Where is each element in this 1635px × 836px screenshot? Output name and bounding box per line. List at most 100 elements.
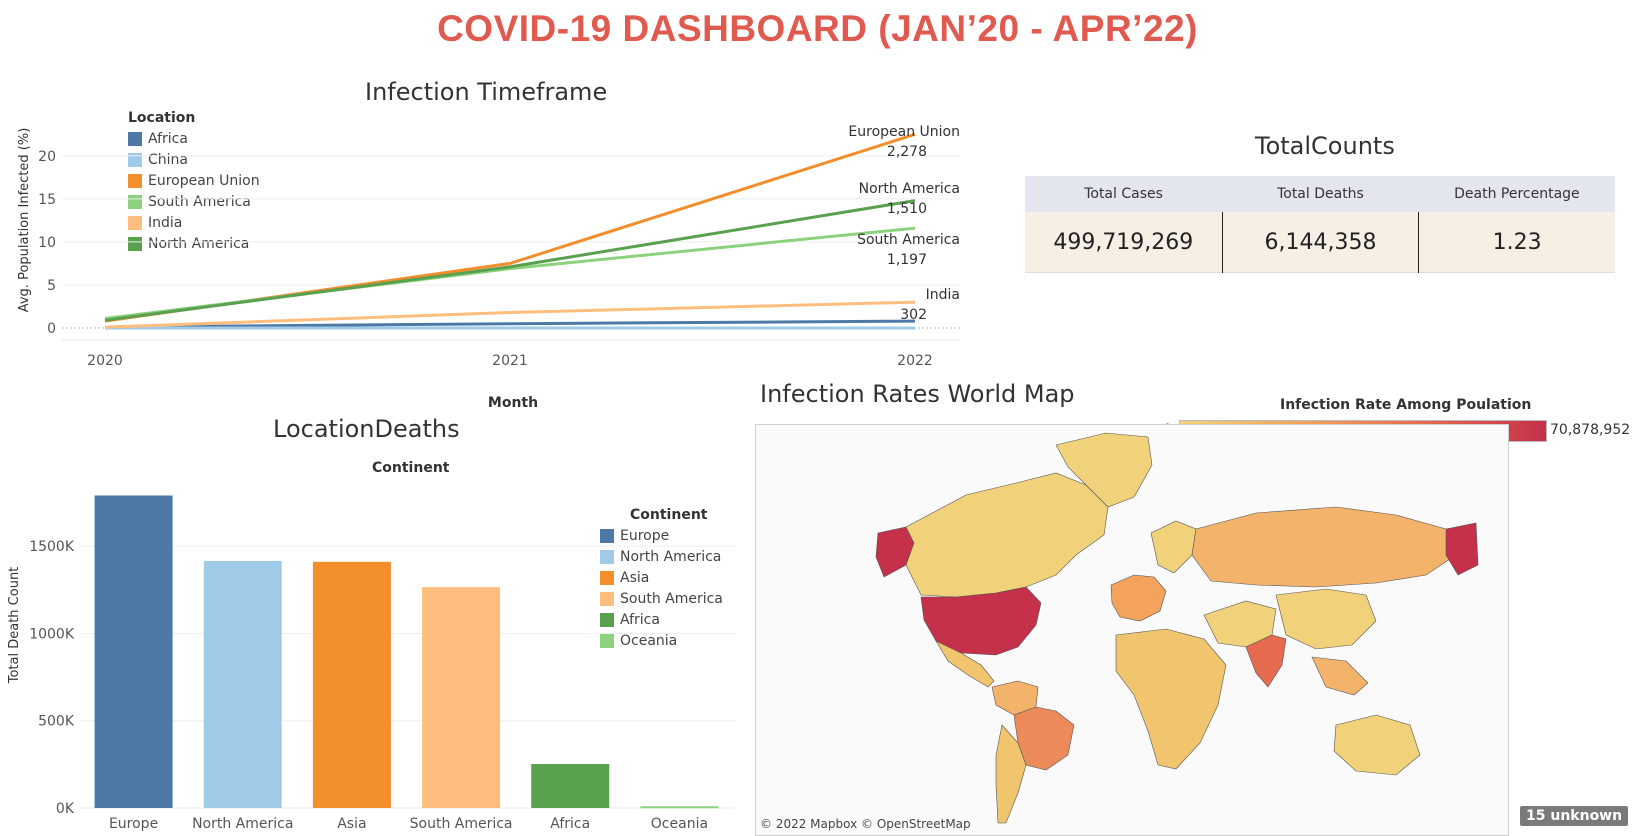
map-argentina-chile[interactable] xyxy=(995,724,1027,824)
legend-label: European Union xyxy=(148,172,260,189)
world-map-title: Infection Rates World Map xyxy=(760,380,1075,408)
bar-y-tick: 0K xyxy=(56,801,75,817)
line-series-european-union[interactable] xyxy=(104,132,916,323)
map-usa[interactable] xyxy=(920,586,1042,656)
legend-label: Oceania xyxy=(620,632,678,649)
death-percentage-value: 1.23 xyxy=(1418,212,1615,273)
line-end-label-name: India xyxy=(926,287,960,303)
map-canada[interactable] xyxy=(905,472,1109,598)
bar-x-tick: South America xyxy=(410,816,513,832)
total-cases-header: Total Cases xyxy=(1025,176,1223,212)
legend-label: South America xyxy=(620,590,723,607)
bar-legend-item-oceania[interactable]: Oceania xyxy=(600,630,723,651)
line-x-tick: 2020 xyxy=(87,353,123,369)
bar-legend-item-africa[interactable]: Africa xyxy=(600,609,723,630)
unknown-locations-badge[interactable]: 15 unknown xyxy=(1520,806,1629,826)
line-end-label-value: 2,278 xyxy=(887,144,927,160)
line-y-tick: 10 xyxy=(38,235,56,251)
bar-asia[interactable] xyxy=(312,561,391,808)
legend-label: India xyxy=(148,214,183,231)
line-end-label-value: 1,197 xyxy=(887,252,927,268)
dashboard-title: COVID-19 DASHBOARD (JAN’20 - APR’22) xyxy=(437,8,1198,49)
total-cases-value: 499,719,269 xyxy=(1025,212,1223,273)
line-legend-item-north-america[interactable]: North America xyxy=(128,233,260,254)
legend-swatch xyxy=(128,194,142,209)
legend-swatch xyxy=(128,131,142,146)
bar-oceania[interactable] xyxy=(640,806,719,809)
map-india[interactable] xyxy=(1245,634,1287,688)
bar-north-america[interactable] xyxy=(203,560,282,808)
location-deaths-title: LocationDeaths xyxy=(273,415,460,443)
map-credit: © 2022 Mapbox © OpenStreetMap xyxy=(760,817,971,831)
legend-swatch xyxy=(600,591,614,606)
bar-legend-item-north-america[interactable]: North America xyxy=(600,546,723,567)
line-series-africa[interactable] xyxy=(104,319,916,329)
legend-swatch xyxy=(128,236,142,251)
bar-x-tick: Oceania xyxy=(651,816,708,832)
line-legend-title: Location xyxy=(128,110,196,126)
legend-swatch xyxy=(600,570,614,585)
line-end-label-value: 302 xyxy=(900,307,927,323)
infection-line-chart: Avg. Population Infected (%) Month 0 5 10 1… xyxy=(17,124,960,411)
line-end-label-name: North America xyxy=(859,181,960,197)
map-southeast-asia[interactable] xyxy=(1311,656,1369,696)
bar-africa[interactable] xyxy=(531,764,610,808)
legend-swatch xyxy=(600,633,614,648)
legend-label: North America xyxy=(620,548,722,565)
bar-south-america[interactable] xyxy=(422,587,501,808)
legend-swatch xyxy=(600,612,614,627)
world-map[interactable] xyxy=(755,424,1509,836)
map-legend-title: Infection Rate Among Poulation xyxy=(1280,397,1532,413)
legend-swatch xyxy=(600,549,614,564)
world-map-shapes xyxy=(875,432,1479,824)
total-deaths-value: 6,144,358 xyxy=(1221,212,1419,273)
line-x-tick: 2021 xyxy=(492,353,528,369)
line-y-tick: 0 xyxy=(47,321,56,337)
line-end-label-name: European Union xyxy=(848,124,960,140)
bar-europe[interactable] xyxy=(94,495,173,808)
continent-header: Continent xyxy=(372,460,450,476)
line-y-tick: 20 xyxy=(38,149,56,165)
bar-y-tick: 1000K xyxy=(29,626,75,642)
legend-label: North America xyxy=(148,235,250,252)
legend-label: South America xyxy=(148,193,251,210)
map-mexico[interactable] xyxy=(935,640,995,688)
line-legend-item-india[interactable]: India xyxy=(128,212,260,233)
bar-x-tick: Africa xyxy=(550,816,590,832)
bar-legend-title: Continent xyxy=(630,507,708,523)
map-scandinavia[interactable] xyxy=(1150,520,1197,574)
bar-legend-item-asia[interactable]: Asia xyxy=(600,567,723,588)
line-legend: Location Africa China European Union South … xyxy=(128,110,260,254)
bar-x-tick: Asia xyxy=(337,816,366,832)
location-deaths-bar-chart: Total Death Count 0K 500K 1000K 1500K Europ… xyxy=(7,495,735,832)
legend-label: Europe xyxy=(620,527,670,544)
line-legend-item-european-union[interactable]: European Union xyxy=(128,170,260,191)
legend-swatch xyxy=(128,173,142,188)
bar-y-axis-label: Total Death Count xyxy=(7,567,22,685)
legend-label: Asia xyxy=(620,569,650,586)
map-far-east[interactable] xyxy=(1445,522,1479,576)
line-y-tick: 15 xyxy=(38,192,56,208)
line-legend-item-south-america[interactable]: South America xyxy=(128,191,260,212)
legend-label: Africa xyxy=(620,611,660,628)
bar-legend-item-south-america[interactable]: South America xyxy=(600,588,723,609)
map-australia[interactable] xyxy=(1333,714,1421,776)
line-series-north-america[interactable] xyxy=(104,199,916,322)
map-greenland[interactable] xyxy=(1055,432,1153,508)
line-series-india[interactable] xyxy=(104,300,916,329)
line-end-label-name: South America xyxy=(857,232,960,248)
bar-y-tick: 500K xyxy=(38,714,75,730)
map-russia[interactable] xyxy=(1191,506,1457,588)
total-counts-title: TotalCounts xyxy=(1255,132,1395,160)
death-percentage-header: Death Percentage xyxy=(1418,176,1615,212)
map-africa[interactable] xyxy=(1115,628,1227,770)
map-china[interactable] xyxy=(1275,588,1377,650)
map-western-europe[interactable] xyxy=(1110,574,1167,622)
total-deaths-header: Total Deaths xyxy=(1222,176,1419,212)
bar-x-tick: North America xyxy=(192,816,293,832)
bar-legend-item-europe[interactable]: Europe xyxy=(600,525,723,546)
map-scale-max: 70,878,952 xyxy=(1550,422,1631,438)
line-legend-item-africa[interactable]: Africa xyxy=(128,128,260,149)
line-y-tick: 5 xyxy=(47,278,56,294)
bar-x-tick: Europe xyxy=(109,816,158,832)
